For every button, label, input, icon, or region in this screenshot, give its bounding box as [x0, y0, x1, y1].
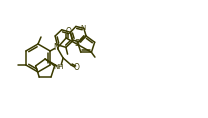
Text: N: N — [80, 25, 85, 31]
Text: O: O — [65, 27, 71, 36]
Text: S: S — [75, 39, 79, 48]
Text: N: N — [53, 44, 59, 53]
Text: NH: NH — [54, 64, 64, 70]
Text: O: O — [73, 63, 79, 72]
